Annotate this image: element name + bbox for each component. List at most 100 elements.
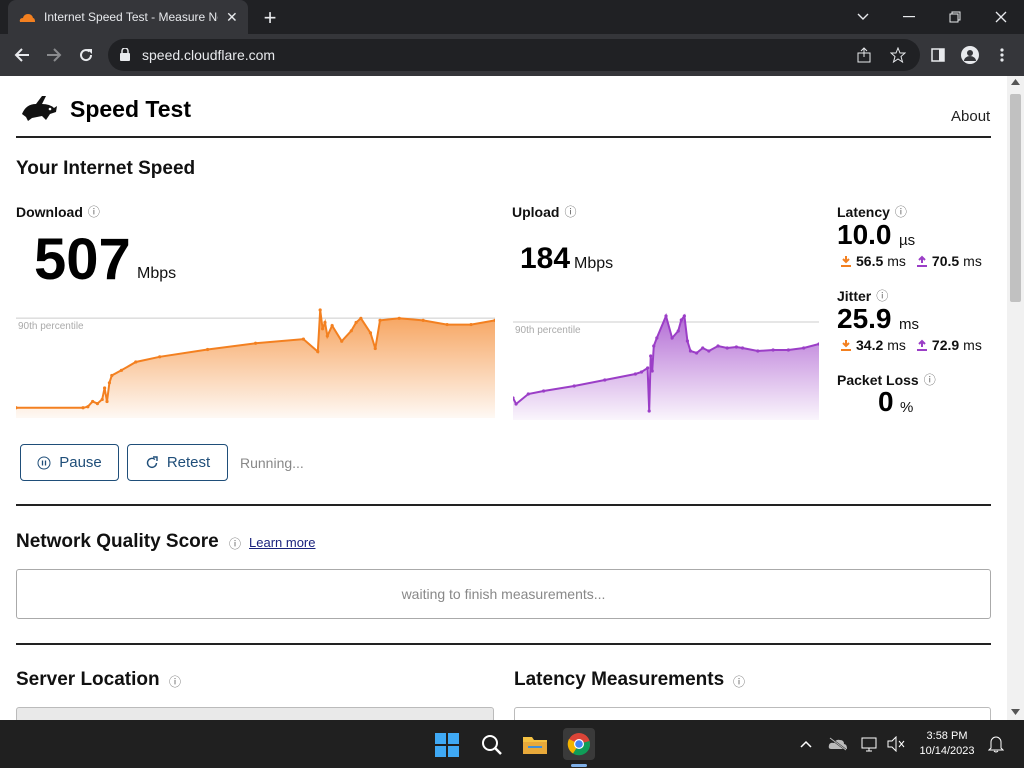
retest-button[interactable]: Retest (127, 444, 228, 481)
scrollbar-thumb[interactable] (1010, 94, 1021, 302)
search-icon[interactable] (479, 732, 505, 758)
info-icon[interactable]: ⓘ (876, 289, 889, 303)
data-point (81, 406, 85, 410)
back-arrow-icon[interactable] (12, 45, 32, 65)
data-point (701, 346, 705, 350)
info-icon[interactable]: ⓘ (87, 205, 100, 219)
info-icon[interactable]: ⓘ (733, 675, 746, 689)
jitter-label: Jitter ⓘ (837, 287, 888, 304)
data-point (340, 339, 344, 343)
chrome-taskbar-icon[interactable] (563, 728, 595, 760)
download-unit: Mbps (137, 265, 177, 282)
download-label-text: Download (16, 203, 83, 220)
profile-avatar-icon[interactable] (960, 45, 980, 65)
cloudflare-favicon-icon (18, 11, 36, 23)
scroll-up-arrow-icon[interactable] (1011, 79, 1020, 85)
jitter-value: 25.9 (837, 303, 892, 334)
tab-close-icon[interactable]: ✕ (226, 8, 238, 25)
data-point (354, 320, 358, 325)
data-point (86, 405, 90, 409)
jitter-up-value: 72.9 (931, 337, 960, 353)
url-text: speed.cloudflare.com (142, 47, 276, 63)
packet-loss-value: 0 (878, 386, 894, 417)
share-icon[interactable] (856, 47, 872, 63)
data-point (633, 372, 637, 376)
server-map[interactable] (16, 707, 494, 720)
download-label: Download ⓘ (16, 203, 100, 220)
download-chart: 90th percentile (16, 308, 495, 418)
clock-date: 10/14/2023 (919, 745, 975, 757)
data-point (330, 324, 334, 328)
data-point (639, 370, 644, 374)
file-explorer-icon[interactable] (522, 732, 548, 758)
pause-button[interactable]: Pause (20, 444, 119, 481)
data-point (664, 314, 668, 318)
site-title[interactable]: Speed Test (70, 96, 191, 122)
data-point (110, 373, 114, 378)
info-icon[interactable]: ⓘ (169, 675, 182, 689)
onedrive-offline-icon[interactable] (828, 734, 848, 754)
data-point (526, 392, 530, 396)
data-point (682, 314, 686, 318)
data-point (103, 386, 107, 390)
data-point (685, 339, 690, 343)
data-point (100, 397, 104, 402)
info-icon[interactable]: ⓘ (564, 205, 577, 219)
download-arrow-icon (840, 255, 852, 267)
windows-start-icon[interactable] (434, 732, 460, 758)
info-icon[interactable]: ⓘ (894, 205, 907, 219)
retest-icon (145, 455, 159, 470)
data-point (695, 351, 699, 355)
upload-unit: Mbps (574, 255, 614, 272)
upload-arrow-icon (916, 339, 928, 351)
page-scrollbar[interactable] (1007, 76, 1024, 720)
reload-icon[interactable] (76, 45, 96, 65)
status-text: Running... (240, 455, 304, 471)
browser-tab[interactable]: Internet Speed Test - Measure Ne ✕ (8, 0, 248, 34)
info-icon[interactable]: ⓘ (229, 537, 242, 551)
data-point (756, 349, 760, 353)
data-point (542, 389, 546, 393)
data-point (349, 329, 353, 333)
menu-kebab-icon[interactable] (992, 45, 1012, 65)
latency-label: Latency ⓘ (837, 203, 907, 220)
waiting-text: waiting to finish measurements... (401, 586, 606, 602)
data-point (373, 346, 377, 351)
network-status-icon[interactable] (860, 734, 880, 754)
bookmark-star-icon[interactable] (890, 47, 906, 63)
data-point (688, 349, 693, 353)
data-point (119, 368, 123, 372)
address-bar[interactable]: speed.cloudflare.com (108, 39, 920, 71)
restore-button[interactable] (932, 0, 978, 34)
jitter-down-up: 34.2 ms 72.9 ms (840, 337, 982, 353)
new-tab-button[interactable]: + (263, 5, 277, 30)
data-point (514, 402, 518, 406)
forward-arrow-icon[interactable] (44, 45, 64, 65)
data-point (320, 327, 325, 331)
tab-search-icon[interactable] (840, 0, 886, 34)
data-point (445, 322, 449, 327)
latency-value: 10.0 (837, 219, 892, 250)
notifications-bell-icon[interactable] (986, 734, 1006, 754)
learn-more-link[interactable]: Learn more (249, 535, 316, 550)
info-icon[interactable]: ⓘ (923, 373, 936, 387)
data-point (323, 320, 327, 325)
close-window-button[interactable] (978, 0, 1024, 34)
packet-loss-label: Packet Loss ⓘ (837, 371, 936, 388)
show-hidden-icons-chevron-icon[interactable] (796, 734, 816, 754)
pause-label: Pause (59, 454, 102, 471)
data-point (378, 318, 382, 322)
rabbit-logo-icon[interactable] (20, 92, 58, 122)
data-point (786, 348, 790, 352)
system-clock[interactable]: 3:58 PM 10/14/2023 (912, 729, 982, 759)
volume-muted-icon[interactable] (886, 734, 906, 754)
data-point (301, 337, 305, 341)
data-point (572, 384, 576, 388)
scroll-down-arrow-icon[interactable] (1011, 709, 1020, 715)
about-link[interactable]: About (951, 108, 991, 125)
page-content: Speed Test About Your Internet Speed Dow… (0, 76, 1007, 720)
latency-unit: µs (899, 232, 916, 249)
download-arrow-icon (840, 339, 852, 351)
side-panel-icon[interactable] (928, 45, 948, 65)
minimize-button[interactable] (886, 0, 932, 34)
